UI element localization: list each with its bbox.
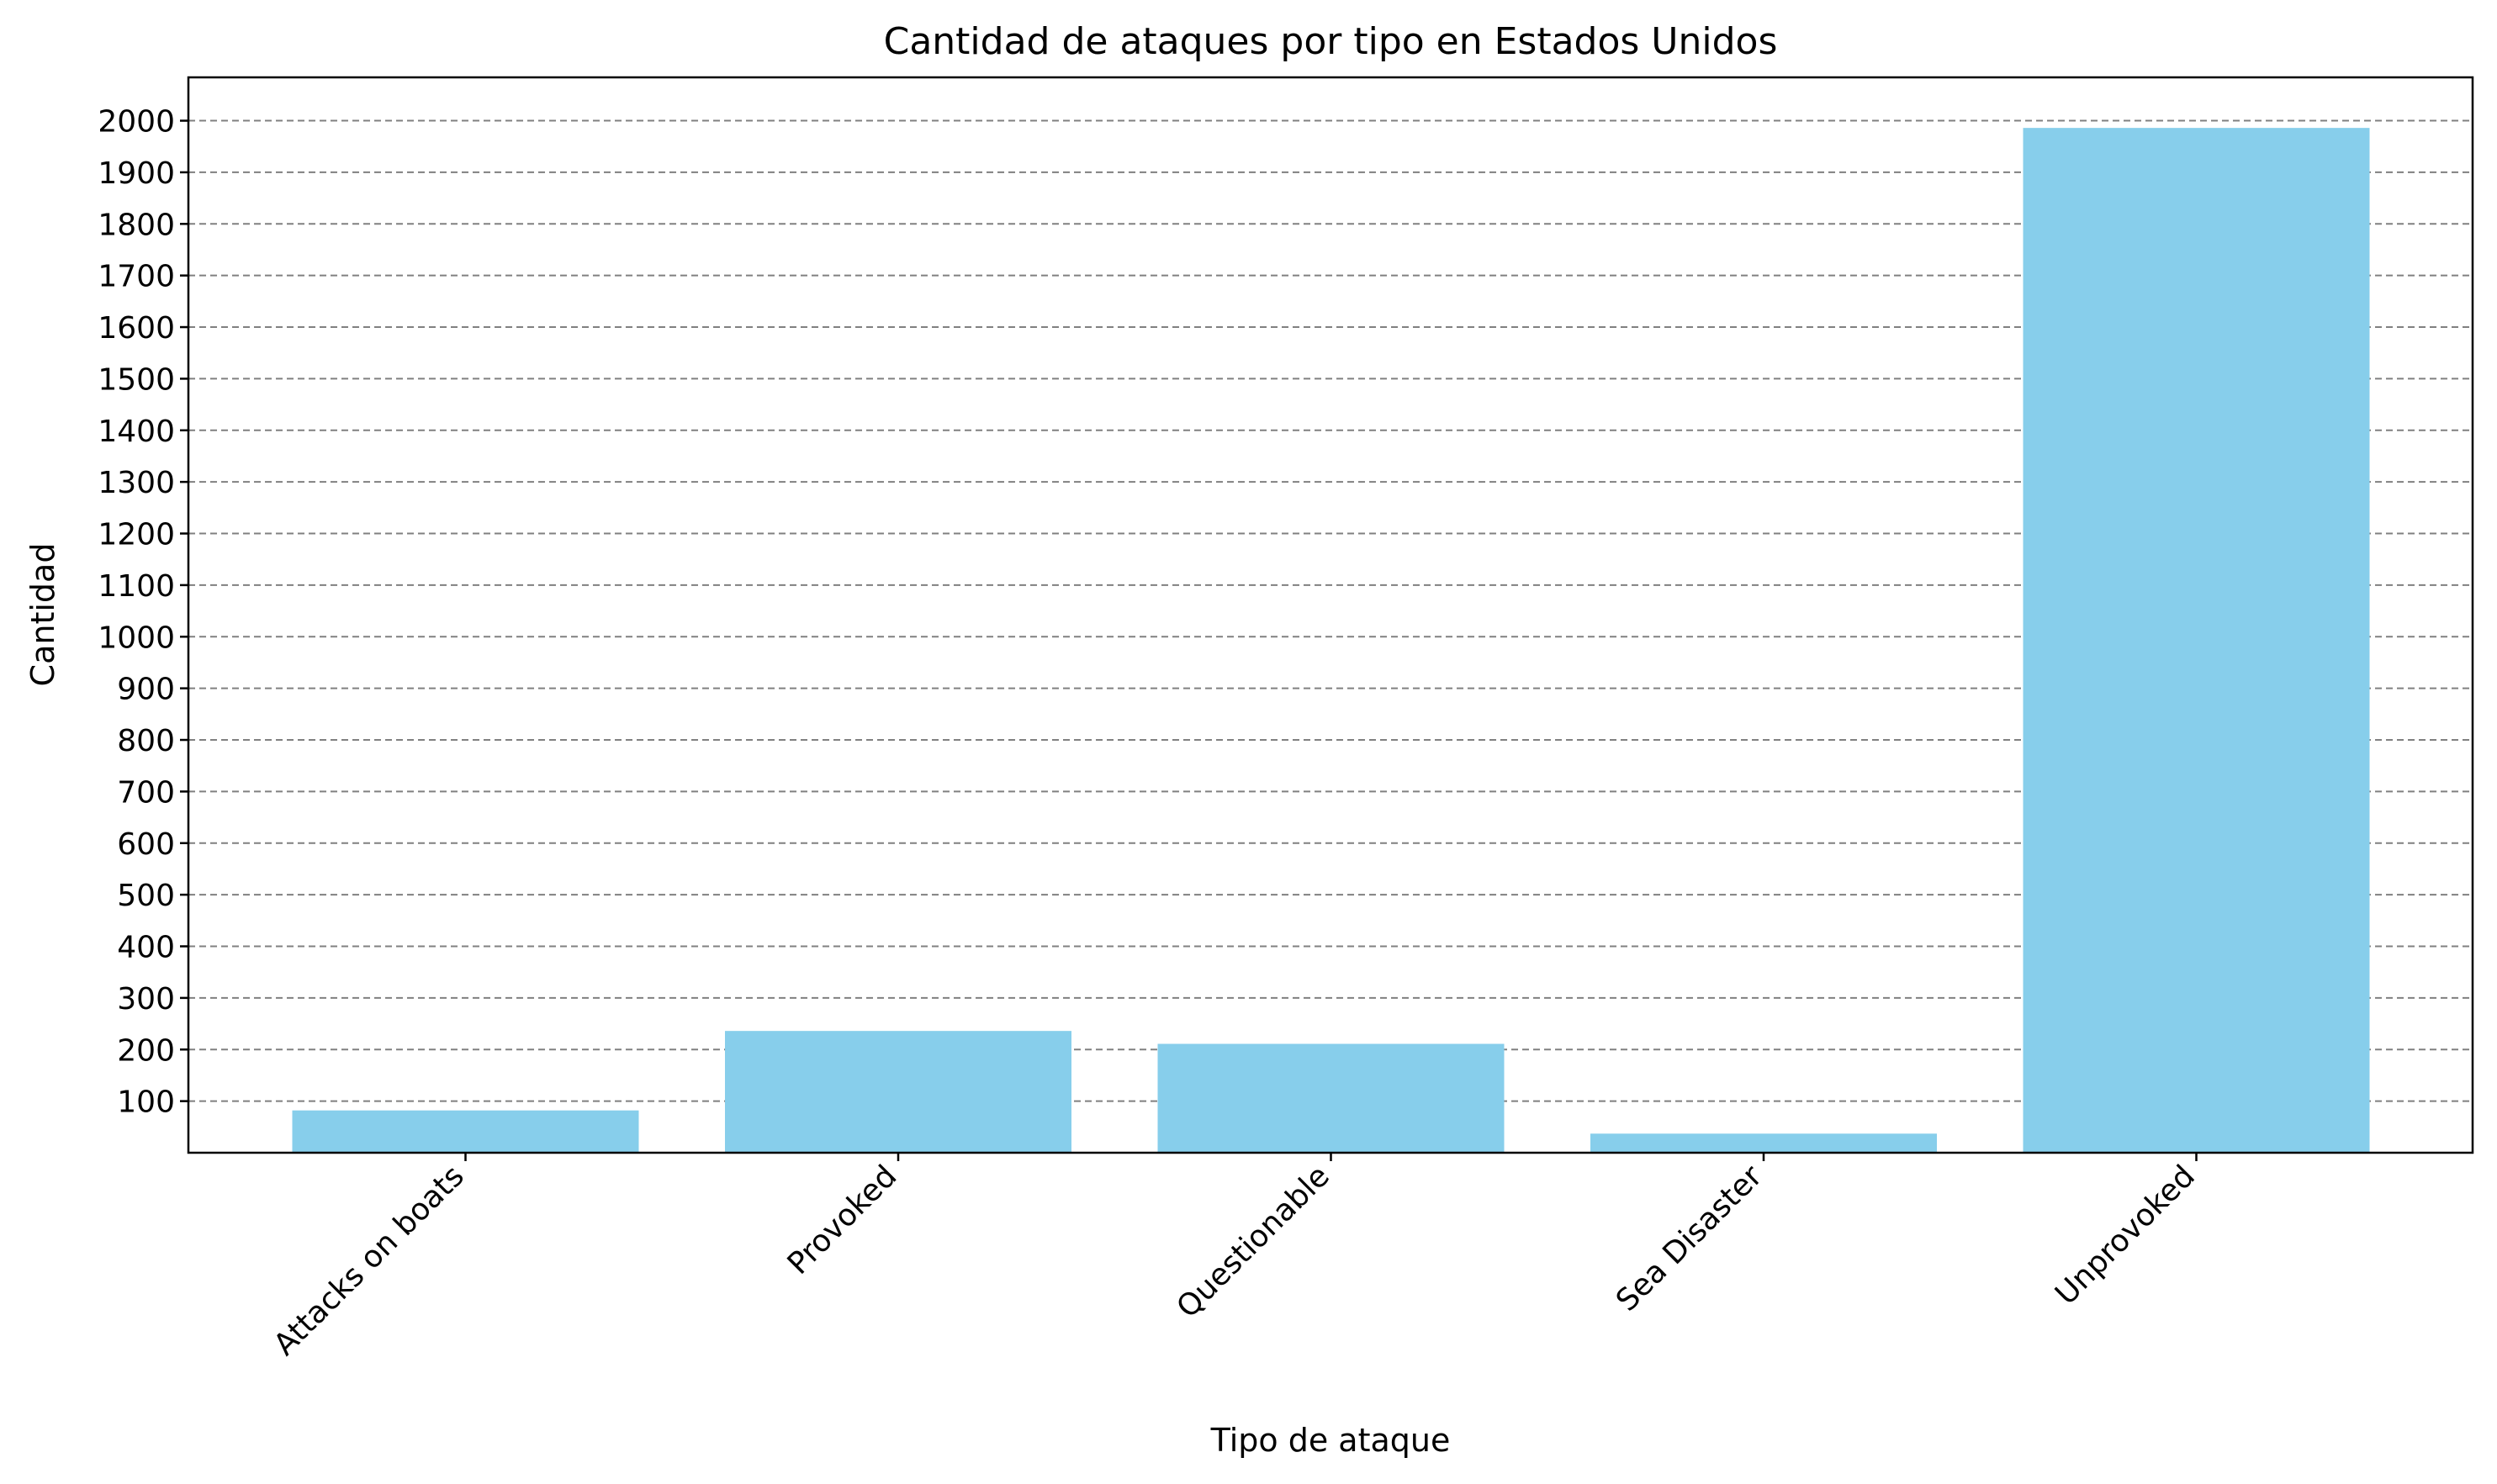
y-tick-label: 1900 xyxy=(98,156,175,191)
y-tick-label: 800 xyxy=(117,724,175,758)
bar xyxy=(1590,1133,1937,1153)
y-tick-label: 1400 xyxy=(98,415,175,449)
x-tick-label: Sea Disaster xyxy=(1610,1159,1770,1318)
y-tick-label: 900 xyxy=(117,673,175,707)
y-tick-label: 1600 xyxy=(98,311,175,346)
y-tick-label: 400 xyxy=(117,931,175,965)
bars xyxy=(292,128,2370,1154)
y-tick-label: 1300 xyxy=(98,466,175,500)
y-tick-label: 1700 xyxy=(98,260,175,294)
y-tick-label: 300 xyxy=(117,982,175,1017)
x-tick-label: Questionable xyxy=(1171,1159,1336,1324)
x-axis-label: Tipo de ataque xyxy=(1210,1422,1451,1459)
chart-title: Cantidad de ataques por tipo en Estados … xyxy=(884,20,1778,63)
y-tick-label: 1800 xyxy=(98,208,175,242)
y-tick-label: 200 xyxy=(117,1033,175,1068)
y-tick-label: 500 xyxy=(117,879,175,913)
y-tick-label: 1100 xyxy=(98,569,175,604)
y-tick-label: 1000 xyxy=(98,621,175,655)
y-tick-label: 700 xyxy=(117,775,175,810)
x-tick-label: Unprovoked xyxy=(2049,1159,2202,1312)
x-tick-label: Provoked xyxy=(781,1159,904,1281)
y-tick-label: 100 xyxy=(117,1085,175,1120)
x-axis-ticks: Attacks on boats Provoked Questionable Sea … xyxy=(267,1153,2202,1362)
y-tick-label: 600 xyxy=(117,827,175,862)
y-tick-label: 1200 xyxy=(98,518,175,552)
x-tick-label: Attacks on boats xyxy=(267,1159,471,1362)
y-axis-label: Cantidad xyxy=(24,543,61,687)
y-axis-ticks: 100 200 300 400 500 600 700 800 900 1000 1100 1200 1… xyxy=(98,105,188,1120)
bar xyxy=(2023,128,2370,1154)
y-tick-label: 2000 xyxy=(98,105,175,140)
bar xyxy=(725,1031,1071,1153)
y-tick-label: 1500 xyxy=(98,362,175,397)
bar xyxy=(1157,1043,1505,1153)
bar xyxy=(292,1110,639,1153)
